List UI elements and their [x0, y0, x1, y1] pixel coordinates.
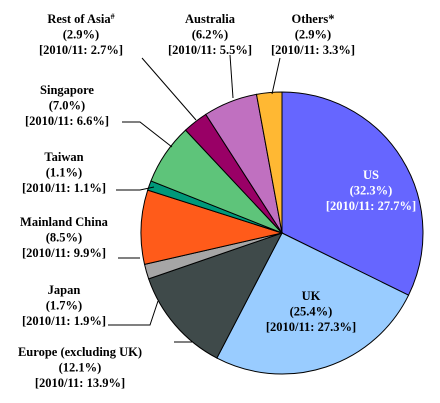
label-name: Singapore	[40, 83, 94, 97]
label-value: (1.7%)	[46, 299, 82, 313]
label-prior: [2010/11: 13.9%]	[35, 376, 125, 390]
label-prior: [2010/11: 27.3%]	[266, 320, 356, 334]
data-label: Europe (excluding UK) (12.1%) [2010/11: 13…	[18, 345, 142, 390]
label-prior: [2010/11: 1.1%]	[22, 181, 106, 195]
data-label: UK (25.4%) [2010/11: 27.3%]	[266, 289, 356, 334]
pie-slice-us	[281, 91, 424, 296]
label-name: Japan	[48, 283, 81, 297]
data-labels: US (32.3%) [2010/11: 27.7%]UK (25.4%) [2010/…	[18, 12, 416, 391]
leader-line	[229, 54, 234, 99]
data-label: Japan (1.7%) [2010/11: 1.9%]	[22, 283, 106, 328]
label-value: (32.3%)	[350, 184, 393, 198]
label-name: Europe (excluding UK)	[18, 345, 142, 359]
label-value: (8.5%)	[46, 231, 82, 245]
label-name: Taiwan	[44, 150, 83, 164]
label-prior: [2010/11: 5.5%]	[168, 43, 252, 57]
leader-lines	[108, 54, 281, 343]
label-prior: [2010/11: 9.9%]	[22, 246, 106, 260]
data-label: Australia (6.2%) [2010/11: 5.5%]	[168, 12, 252, 57]
data-label: Others* (2.9%) [2010/11: 3.3%]	[271, 12, 355, 57]
label-prior: [2010/11: 6.6%]	[25, 114, 109, 128]
label-value: (25.4%)	[290, 305, 333, 319]
label-value: (2.9%)	[63, 28, 99, 42]
data-label: Taiwan (1.1%) [2010/11: 1.1%]	[22, 150, 106, 195]
leader-line	[116, 186, 155, 191]
leader-line	[271, 57, 281, 95]
label-name: UK	[302, 289, 321, 303]
label-value: (7.0%)	[49, 99, 85, 113]
label-prior: [2010/11: 1.9%]	[22, 314, 106, 328]
leader-line	[141, 57, 197, 121]
label-name: Others*	[291, 12, 334, 26]
label-prior: [2010/11: 3.3%]	[271, 43, 355, 57]
label-superscript: #	[111, 12, 115, 21]
label-name: US	[363, 168, 379, 182]
label-name: Rest of Asia#	[47, 12, 114, 27]
pie-slice-uk	[216, 232, 410, 375]
leader-line	[122, 121, 173, 148]
data-label: Singapore (7.0%) [2010/11: 6.6%]	[25, 83, 109, 128]
data-label: US (32.3%) [2010/11: 27.7%]	[326, 168, 416, 213]
label-value: (2.9%)	[295, 28, 331, 42]
pie-slice-others	[255, 91, 283, 234]
label-value: (6.2%)	[192, 28, 228, 42]
label-name: Mainland China	[20, 215, 109, 229]
label-value: (1.1%)	[46, 166, 82, 180]
data-label: Mainland China (8.5%) [2010/11: 9.9%]	[20, 215, 109, 260]
label-value: (12.1%)	[59, 361, 102, 375]
data-label: Rest of Asia# (2.9%) [2010/11: 2.7%]	[39, 12, 123, 58]
label-prior: [2010/11: 2.7%]	[39, 43, 123, 57]
pie-slice-europe-excluding-uk	[148, 232, 284, 359]
label-name: Australia	[185, 12, 236, 26]
label-prior: [2010/11: 27.7%]	[326, 199, 416, 213]
leader-line	[108, 300, 159, 326]
pie-slices	[140, 91, 424, 375]
